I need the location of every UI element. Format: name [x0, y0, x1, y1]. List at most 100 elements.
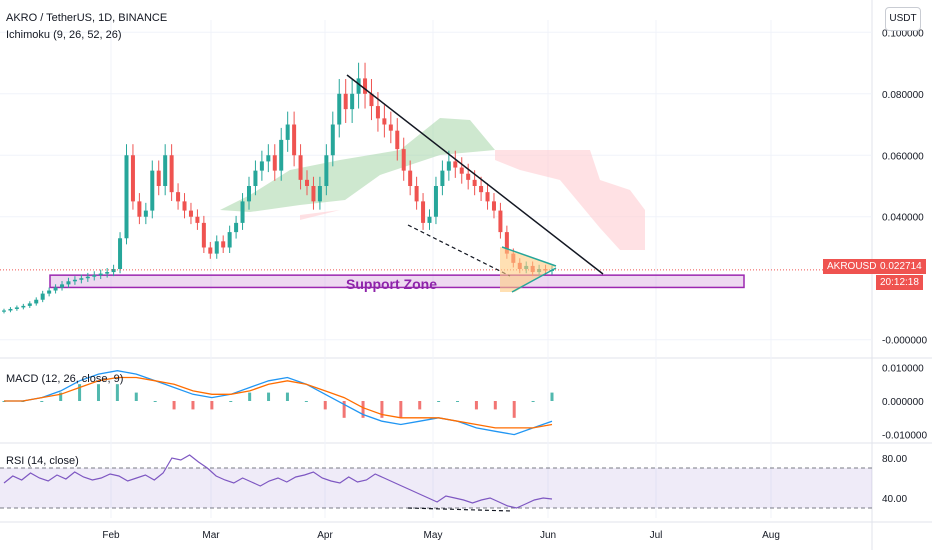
macd-histogram-bar — [134, 392, 138, 401]
macd-histogram-bar — [399, 401, 403, 418]
rsi-line — [3, 454, 553, 509]
candle-body — [163, 155, 168, 186]
macd-histogram-bar — [78, 384, 82, 401]
candle-body — [305, 179, 310, 186]
macd-histogram-bar — [96, 384, 100, 401]
candle-body — [382, 118, 387, 125]
candle-body — [343, 93, 348, 110]
candle-body — [440, 170, 445, 186]
macd-histogram-bar — [550, 392, 554, 401]
currency-button[interactable]: USDT — [885, 7, 921, 31]
candle-body — [8, 308, 13, 311]
candle-body — [240, 201, 245, 223]
candle-body — [259, 161, 264, 171]
x-tick-label: Apr — [317, 530, 333, 541]
candle-body — [491, 201, 496, 211]
x-tick-label: Jul — [650, 530, 663, 541]
ichimoku-cloud-bearish — [300, 210, 340, 220]
candle-body — [118, 238, 123, 269]
candle-body — [453, 161, 458, 168]
candle-body — [72, 279, 77, 282]
y-tick-label: -0.000000 — [882, 336, 927, 347]
x-tick-label: Jun — [540, 530, 556, 541]
symbol-price-tag: AKROUSDT — [823, 259, 887, 274]
candle-body — [47, 290, 52, 294]
macd-histogram-bar — [210, 401, 214, 410]
candle-body — [395, 130, 400, 150]
y-tick-label: 0.100000 — [882, 28, 924, 39]
candle-body — [285, 124, 290, 140]
y-tick-label: 0.060000 — [882, 151, 924, 162]
candle-body — [201, 222, 206, 248]
candle-body — [79, 278, 84, 280]
rsi-legend: RSI (14, close) — [6, 455, 79, 467]
candle-body — [414, 186, 419, 202]
candle-body — [137, 201, 142, 217]
candle-body — [298, 155, 303, 180]
candle-body — [324, 155, 329, 186]
candle-body — [466, 173, 471, 180]
candle-body — [472, 179, 477, 186]
candle-body — [272, 155, 277, 171]
y-tick-label: 0.040000 — [882, 213, 924, 224]
macd-histogram-bar — [474, 401, 478, 410]
macd-histogram-bar — [437, 401, 441, 402]
x-tick-label: Feb — [102, 530, 120, 541]
ichimoku-cloud-bullish — [220, 118, 495, 212]
candle-body — [292, 124, 297, 156]
x-tick-label: Aug — [762, 530, 780, 541]
descending-resistance-line — [346, 74, 604, 275]
x-tick-label: May — [424, 530, 443, 541]
macd-histogram-bar — [115, 384, 119, 401]
y-tick-label: 40.00 — [882, 494, 907, 505]
candle-body — [105, 272, 110, 274]
macd-histogram-bar — [531, 401, 535, 402]
candle-body — [485, 192, 490, 202]
candle-body — [98, 273, 103, 276]
candle-body — [188, 210, 193, 217]
macd-signal-line — [4, 376, 553, 429]
macd-histogram-bar — [248, 392, 252, 401]
ichimoku-legend: Ichimoku (9, 26, 52, 26) — [6, 29, 122, 41]
y-tick-label: 80.00 — [882, 454, 907, 465]
rsi-divergence-line — [407, 507, 513, 512]
x-tick-label: Mar — [202, 530, 220, 541]
candle-body — [375, 106, 380, 119]
macd-histogram-bar — [172, 401, 176, 410]
candle-body — [208, 247, 213, 254]
candle-body — [150, 170, 155, 211]
macd-histogram-bar — [191, 401, 195, 410]
descending-support-line — [407, 224, 511, 277]
candle-body — [195, 216, 200, 223]
candle-body — [479, 186, 484, 193]
candle-body — [459, 167, 464, 174]
macd-histogram-bar — [304, 401, 308, 402]
candle-body — [266, 155, 271, 162]
candle-body — [182, 201, 187, 211]
candle-body — [356, 78, 361, 94]
macd-histogram-bar — [153, 401, 157, 402]
macd-histogram-bar — [59, 392, 63, 401]
candle-body — [317, 186, 322, 202]
candle-body — [363, 78, 368, 94]
candle-body — [401, 149, 406, 171]
y-tick-label: 0.010000 — [882, 363, 924, 374]
support-zone-label: Support Zone — [346, 276, 437, 292]
y-tick-label: -0.010000 — [882, 431, 927, 442]
candle-body — [34, 299, 39, 304]
macd-histogram-bar — [380, 401, 384, 418]
support-zone-box — [49, 274, 745, 289]
candle-body — [21, 305, 26, 308]
candle-body — [446, 161, 451, 171]
last-price-tag: 0.022714 — [876, 259, 926, 274]
macd-histogram-bar — [323, 401, 327, 410]
candle-body — [143, 210, 148, 217]
macd-histogram-bar — [40, 401, 44, 402]
macd-histogram-bar — [418, 401, 422, 410]
candle-body — [156, 170, 161, 186]
candle-body — [421, 201, 426, 223]
macd-legend: MACD (12, 26, close, 9) — [6, 373, 124, 385]
ichimoku-cloud-bearish — [495, 150, 645, 250]
